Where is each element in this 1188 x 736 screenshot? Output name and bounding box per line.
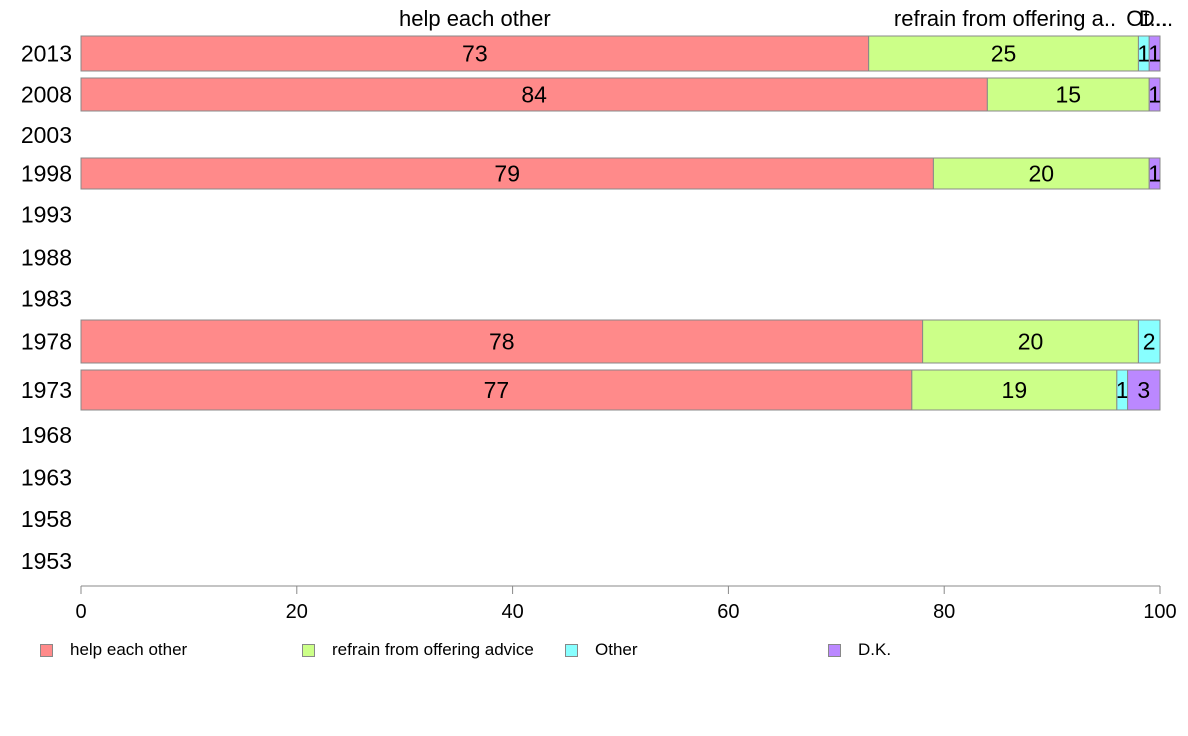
y-tick-label: 1973	[21, 377, 72, 403]
y-tick-label: 1963	[21, 465, 72, 491]
bar-value-label: 1	[1116, 377, 1129, 403]
column-header-label: refrain from offering a..	[894, 6, 1116, 31]
x-tick-label: 20	[286, 601, 308, 623]
bar-value-label: 20	[1029, 161, 1055, 187]
bar-value-label: 20	[1018, 329, 1044, 355]
y-tick-label: 1983	[21, 286, 72, 312]
y-tick-label: 1968	[21, 422, 72, 448]
column-header-label: Ot...	[1126, 6, 1168, 31]
bar-value-label: 73	[462, 41, 488, 67]
legend-label: refrain from offering advice	[332, 640, 534, 659]
bar-value-label: 1	[1148, 82, 1161, 108]
bar-segment	[1137, 319, 1161, 364]
x-tick-label: 60	[717, 601, 739, 623]
bar-value-label: 15	[1055, 82, 1081, 108]
legend: help each other refrain from offering adv…	[40, 640, 1140, 660]
x-tick-label: 0	[75, 601, 86, 623]
bar-segment	[1127, 369, 1161, 411]
column-header-label: D...	[1139, 6, 1173, 31]
bar-value-label: 84	[521, 82, 547, 108]
bar-value-label: 1	[1148, 161, 1161, 187]
bar-segment	[868, 35, 1139, 72]
x-tick-label: 40	[501, 601, 523, 623]
x-tick-label: 80	[933, 601, 955, 623]
y-tick-label: 1958	[21, 506, 72, 532]
x-tick-label: 100	[1143, 601, 1176, 623]
legend-swatch	[565, 643, 578, 657]
legend-swatch	[40, 643, 53, 657]
y-tick-label: 1953	[21, 548, 72, 574]
column-header-label: help each other	[399, 6, 551, 31]
bar-segment	[1148, 157, 1161, 190]
y-tick-label: 2013	[21, 41, 72, 67]
legend-label: D.K.	[858, 640, 892, 659]
legend-item: refrain from offering advice	[302, 640, 534, 660]
bar-segment	[922, 319, 1139, 364]
legend-item: Other	[565, 640, 638, 660]
bar-segment	[80, 369, 913, 411]
bar-value-label: 1	[1137, 41, 1150, 67]
bar-value-label: 25	[991, 41, 1017, 67]
bar-value-label: 79	[494, 161, 520, 187]
bar-segment	[1148, 77, 1161, 112]
y-axis-labels: 2013 2008 2003 1998 1993 1988 1983 1978 1973 1968…	[21, 41, 72, 575]
bar-segment	[911, 369, 1118, 411]
x-axis: 0 20 40 60 80 100	[75, 585, 1177, 623]
y-tick-label: 2003	[21, 122, 72, 148]
y-tick-label: 2008	[21, 82, 72, 108]
legend-label: help each other	[70, 640, 188, 659]
legend-swatch	[302, 643, 315, 657]
legend-item: help each other	[40, 640, 187, 660]
bar-value-label: 2	[1143, 329, 1156, 355]
y-tick-label: 1988	[21, 245, 72, 271]
bar-value-label: 1	[1148, 41, 1161, 67]
y-tick-label: 1998	[21, 161, 72, 187]
bar-value-label: 78	[489, 329, 515, 355]
bar-segment	[80, 35, 870, 72]
y-tick-label: 1978	[21, 329, 72, 355]
bar-value-label: 19	[1002, 377, 1028, 403]
legend-label: Other	[595, 640, 638, 659]
bar-segment	[1148, 35, 1161, 72]
bar-value-label: 3	[1137, 377, 1150, 403]
y-tick-label: 1993	[21, 202, 72, 228]
column-header-labels: help each other refrain from offering a..…	[399, 6, 1173, 31]
bar-value-label: 77	[484, 377, 510, 403]
legend-item: D.K.	[828, 640, 891, 660]
legend-swatch	[828, 643, 841, 657]
